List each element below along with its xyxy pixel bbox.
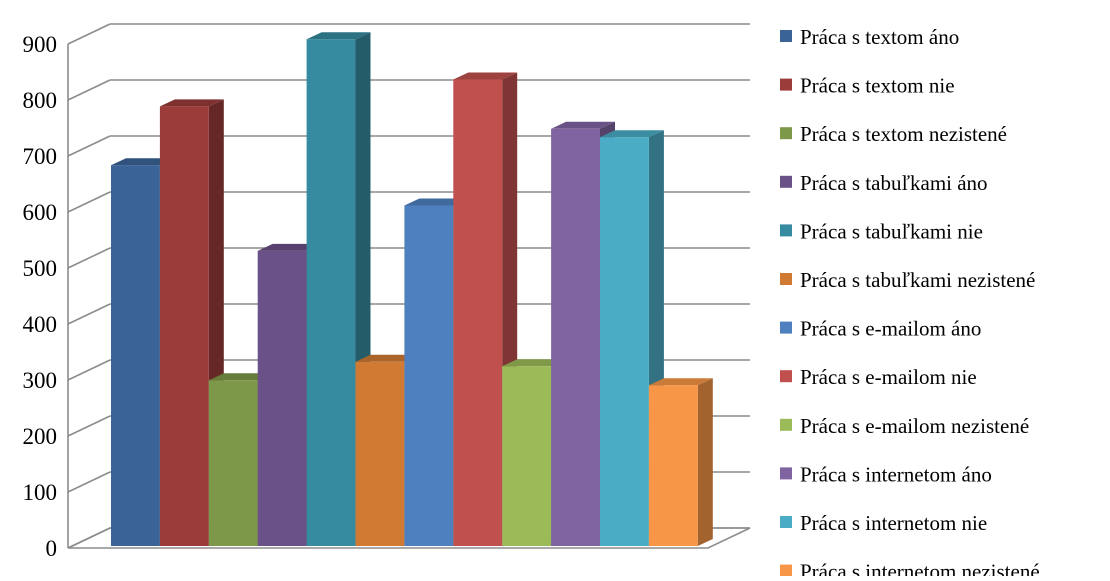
y-tick-label: 600	[23, 200, 58, 225]
legend-item: Práca s internetom nie	[780, 511, 987, 535]
bar-front	[355, 361, 405, 546]
bar-top	[600, 130, 664, 138]
legend-swatch	[780, 273, 792, 285]
legend-swatch	[780, 175, 792, 188]
bar-top	[159, 99, 224, 107]
legend-item: Práca s e-mailom nezistené	[780, 414, 1029, 438]
legend-label: Práca s textom nie	[800, 74, 955, 98]
y-tick-label: 200	[23, 424, 58, 449]
legend-swatch	[780, 370, 792, 383]
bar-top	[208, 373, 273, 381]
legend-label: Práca s e-mailom nie	[800, 365, 977, 389]
bar-top	[453, 72, 518, 80]
gridline-diagonal	[67, 303, 111, 325]
bar	[306, 32, 371, 546]
bar-top	[404, 198, 469, 206]
bar-front	[648, 385, 698, 546]
bar-front	[502, 366, 552, 546]
legend: Práca s textom áno Práca s textom nie Prác…	[780, 25, 1040, 581]
bar-front	[600, 137, 649, 546]
bar-top	[551, 121, 615, 129]
gridline-diagonal	[67, 471, 111, 493]
legend-swatch	[780, 564, 792, 577]
gridline-diagonal	[67, 359, 111, 381]
legend-item: Práca s textom nie	[780, 74, 955, 98]
bar	[648, 378, 713, 546]
bar-front	[551, 128, 600, 547]
bar-top	[111, 158, 175, 166]
floor	[67, 527, 751, 549]
legend-label: Práca s tabuľkami áno	[800, 171, 988, 195]
y-tick-label: 0	[46, 536, 58, 561]
y-tick-label: 700	[23, 144, 58, 169]
y-tick-label: 900	[23, 32, 58, 57]
bar-side	[697, 378, 713, 546]
bar-front	[159, 106, 209, 547]
legend-label: Práca s textom áno	[800, 25, 959, 49]
legend-swatch	[780, 224, 792, 237]
gridline-diagonal	[67, 415, 111, 437]
legend-item: Práca s tabuľkami nezistené	[780, 268, 1035, 292]
legend-item: Práca s textom nezistené	[780, 122, 1007, 146]
legend-label: Práca s e-mailom nezistené	[800, 414, 1029, 438]
legend-label: Práca s tabuľkami nie	[800, 219, 983, 243]
y-axis-tick-labels: 0 100 200 300 400 500 600 700 800 900	[23, 32, 58, 561]
legend-item: Práca s internetom nezistené	[780, 560, 1040, 581]
bar-top	[648, 378, 713, 386]
legend-swatch	[780, 516, 792, 528]
bars	[111, 32, 713, 547]
gridline-diagonal	[67, 23, 111, 45]
bar-front	[111, 165, 160, 546]
legend-label: Práca s textom nezistené	[800, 122, 1007, 146]
legend-swatch	[780, 321, 792, 334]
bar-front	[257, 250, 307, 546]
gridline-diagonal	[67, 191, 111, 213]
legend-label: Práca s internetom nie	[800, 511, 987, 535]
y-tick-label: 400	[23, 312, 58, 337]
legend-item: Práca s internetom áno	[780, 462, 992, 486]
gridline-diagonal	[67, 79, 111, 101]
bar-top	[257, 243, 322, 251]
bar-front	[208, 380, 258, 546]
y-tick-label: 800	[23, 88, 58, 113]
legend-label: Práca s internetom áno	[800, 462, 992, 486]
legend-label: Práca s tabuľkami nezistené	[800, 268, 1035, 292]
legend-swatch	[780, 30, 792, 42]
legend-item: Práca s tabuľkami nie	[780, 219, 983, 243]
legend-swatch	[780, 127, 792, 140]
legend-swatch	[780, 418, 792, 431]
legend-item: Práca s textom áno	[780, 25, 959, 49]
bar-front	[306, 39, 356, 546]
legend-swatch	[780, 78, 792, 91]
y-tick-label: 300	[23, 368, 58, 393]
bar-top	[502, 359, 567, 367]
bar-front	[404, 205, 454, 546]
y-tick-label: 100	[23, 480, 58, 505]
y-tick-label: 500	[23, 256, 58, 281]
bar-front	[453, 79, 503, 547]
legend-label: Práca s internetom nezistené	[800, 560, 1040, 576]
legend-item: Práca s e-mailom áno	[780, 317, 981, 341]
legend-swatch	[780, 467, 792, 480]
gridline-diagonal	[67, 247, 111, 269]
legend-label: Práca s e-mailom áno	[800, 317, 981, 341]
gridline-diagonal	[67, 135, 111, 157]
bar-top	[355, 354, 420, 362]
bar	[453, 72, 518, 547]
legend-item: Práca s tabuľkami áno	[780, 171, 988, 195]
legend-item: Práca s e-mailom nie	[780, 365, 977, 389]
bar-top	[306, 32, 371, 40]
